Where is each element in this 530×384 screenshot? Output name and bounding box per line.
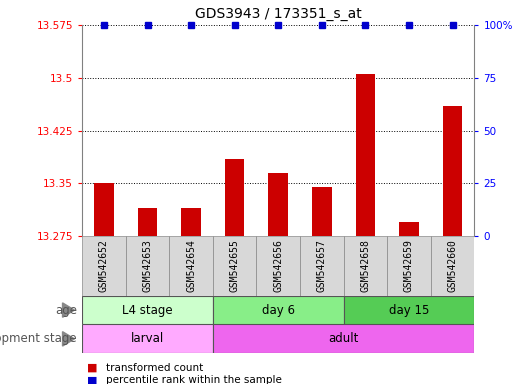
Title: GDS3943 / 173351_s_at: GDS3943 / 173351_s_at — [195, 7, 361, 21]
Text: GSM542654: GSM542654 — [186, 240, 196, 292]
Bar — [181, 208, 201, 236]
Bar — [312, 187, 332, 236]
Bar — [387, 236, 431, 296]
Bar — [343, 296, 474, 324]
Bar — [126, 236, 169, 296]
Text: percentile rank within the sample: percentile rank within the sample — [106, 375, 282, 384]
Bar — [257, 236, 300, 296]
Text: GSM542660: GSM542660 — [447, 240, 457, 292]
Text: day 6: day 6 — [262, 304, 295, 316]
Text: day 15: day 15 — [389, 304, 429, 316]
Text: adult: adult — [329, 333, 359, 345]
Text: ■: ■ — [87, 375, 98, 384]
Bar — [213, 236, 257, 296]
Bar — [82, 296, 213, 324]
Text: GSM542656: GSM542656 — [273, 240, 283, 292]
Text: larval: larval — [131, 333, 164, 345]
Polygon shape — [63, 303, 74, 317]
Bar — [213, 324, 474, 353]
Text: age: age — [55, 304, 77, 316]
Text: transformed count: transformed count — [106, 363, 203, 373]
Bar — [300, 236, 343, 296]
Bar — [269, 173, 288, 236]
Text: development stage: development stage — [0, 333, 77, 345]
Bar — [356, 74, 375, 236]
Text: GSM542657: GSM542657 — [317, 240, 327, 292]
Bar — [213, 296, 343, 324]
Bar — [343, 236, 387, 296]
Text: GSM542653: GSM542653 — [143, 240, 153, 292]
Text: L4 stage: L4 stage — [122, 304, 173, 316]
Text: GSM542659: GSM542659 — [404, 240, 414, 292]
Bar — [431, 236, 474, 296]
Polygon shape — [63, 332, 74, 346]
Text: GSM542652: GSM542652 — [99, 240, 109, 292]
Bar — [169, 236, 213, 296]
Bar — [82, 236, 126, 296]
Bar — [443, 106, 462, 236]
Text: GSM542658: GSM542658 — [360, 240, 370, 292]
Text: GSM542655: GSM542655 — [229, 240, 240, 292]
Bar — [94, 184, 114, 236]
Bar — [138, 208, 157, 236]
Bar — [225, 159, 244, 236]
Text: ■: ■ — [87, 363, 98, 373]
Bar — [82, 324, 213, 353]
Bar — [399, 222, 419, 236]
